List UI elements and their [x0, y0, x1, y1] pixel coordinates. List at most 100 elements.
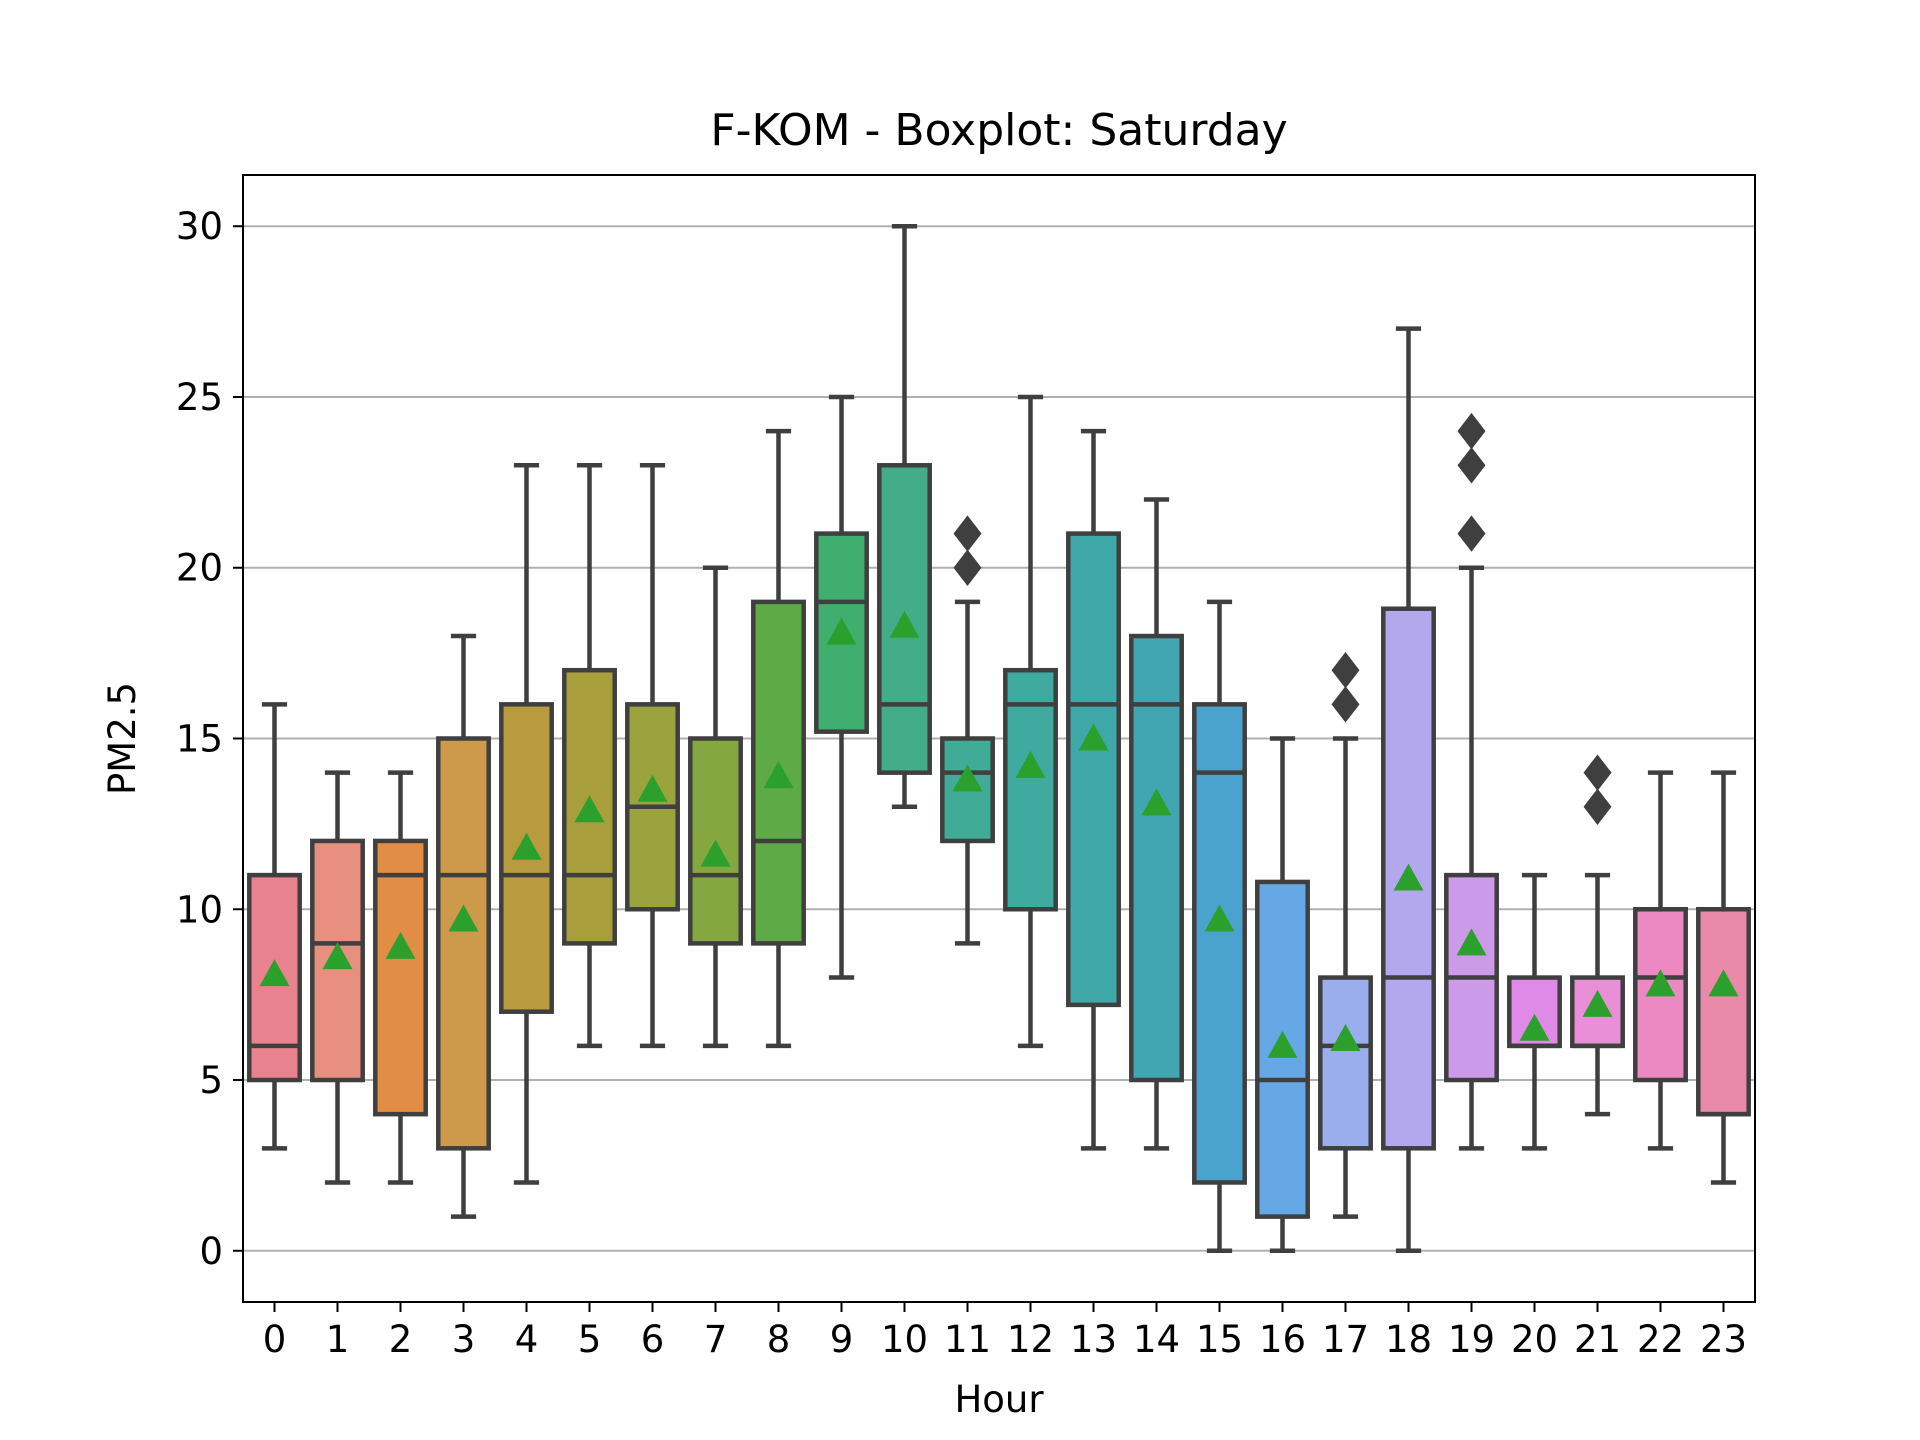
box-group: [247, 702, 302, 1151]
box-group: [1255, 736, 1310, 1254]
box-group: [562, 463, 617, 1049]
box-group: [1066, 428, 1121, 1151]
grid-lines: [243, 225, 1755, 1252]
y-axis-ticks: 0 5 10 15 20 25 30: [176, 205, 243, 1273]
mean-marker: [763, 761, 794, 789]
mean-marker: [1708, 969, 1739, 997]
x-tick-label: 21: [1574, 1318, 1621, 1361]
box-group: [1444, 412, 1499, 1151]
outlier-point: [1331, 686, 1360, 723]
outlier-point: [1457, 515, 1486, 552]
x-tick-label: 11: [944, 1318, 991, 1361]
box-group: [373, 770, 428, 1185]
x-tick-label: 16: [1259, 1318, 1306, 1361]
mean-marker: [1204, 904, 1235, 932]
mean-marker: [1582, 989, 1613, 1017]
box-iqr: [1318, 975, 1373, 1151]
box-iqr: [940, 736, 995, 844]
x-tick-label: 2: [389, 1318, 413, 1361]
mean-marker: [826, 617, 857, 645]
mean-marker: [574, 795, 605, 823]
box-group: [751, 428, 806, 1049]
x-tick-label: 18: [1385, 1318, 1432, 1361]
x-tick-label: 7: [704, 1318, 728, 1361]
x-tick-label: 3: [452, 1318, 476, 1361]
mean-marker: [511, 832, 542, 860]
box-iqr: [1696, 907, 1751, 1117]
mean-marker: [1267, 1030, 1298, 1058]
outlier-point: [1583, 788, 1612, 826]
mean-marker: [700, 839, 731, 867]
x-tick-label: 4: [515, 1318, 539, 1361]
x-tick-label: 1: [326, 1318, 350, 1361]
x-tick-label: 17: [1322, 1318, 1369, 1361]
x-tick-label: 5: [578, 1318, 602, 1361]
outlier-point: [1331, 651, 1360, 689]
mean-marker: [952, 764, 983, 792]
mean-marker: [259, 959, 290, 987]
mean-marker: [1330, 1024, 1361, 1052]
mean-marker: [1141, 788, 1172, 816]
box-group: [1633, 770, 1688, 1151]
box-group: [625, 463, 680, 1049]
box-group: [1003, 394, 1058, 1049]
y-tick-label: 25: [176, 376, 223, 419]
y-tick-label: 10: [176, 888, 223, 931]
mean-marker: [1078, 723, 1109, 751]
box-group: [1381, 326, 1436, 1254]
box-iqr: [1192, 702, 1247, 1185]
mean-marker: [1015, 750, 1046, 778]
box-group: [1192, 599, 1247, 1254]
box-iqr: [1633, 907, 1688, 1083]
outlier-point: [1457, 447, 1486, 484]
box-group: [940, 515, 995, 946]
x-tick-label: 12: [1007, 1318, 1054, 1361]
outlier-point: [1583, 754, 1612, 791]
x-tick-label: 10: [881, 1318, 928, 1361]
x-tick-label: 6: [641, 1318, 665, 1361]
outlier-point: [1457, 412, 1486, 450]
box-group: [1129, 497, 1184, 1151]
y-axis-label: PM2.5: [101, 682, 144, 795]
y-tick-label: 15: [176, 718, 223, 761]
x-tick-label: 0: [263, 1318, 287, 1361]
mean-marker: [322, 942, 353, 970]
x-tick-label: 8: [767, 1318, 791, 1361]
box-iqr: [1066, 531, 1121, 1008]
y-tick-label: 5: [199, 1059, 223, 1102]
box-group: [877, 223, 932, 810]
box-iqr: [814, 531, 869, 734]
x-tick-label: 14: [1133, 1318, 1180, 1361]
mean-marker: [1393, 863, 1424, 891]
box-group: [1570, 754, 1625, 1117]
x-tick-label: 22: [1637, 1318, 1684, 1361]
y-tick-label: 30: [176, 205, 223, 248]
box-iqr: [373, 838, 428, 1117]
mean-marker: [1645, 969, 1676, 997]
box-group: [814, 394, 869, 980]
mean-marker: [448, 904, 479, 932]
outlier-point: [953, 549, 982, 586]
box-group: [436, 633, 491, 1219]
box-series: [247, 223, 1751, 1254]
x-axis-label: Hour: [954, 1378, 1044, 1421]
x-tick-label: 19: [1448, 1318, 1495, 1361]
chart-title: F-KOM - Boxplot: Saturday: [710, 105, 1287, 156]
mean-marker: [1519, 1013, 1550, 1041]
x-tick-label: 13: [1070, 1318, 1117, 1361]
box-group: [1318, 651, 1373, 1219]
mean-marker: [637, 774, 668, 802]
box-group: [310, 770, 365, 1185]
x-tick-label: 9: [830, 1318, 854, 1361]
box-iqr: [1129, 633, 1184, 1083]
box-group: [1507, 872, 1562, 1151]
box-iqr: [1003, 667, 1058, 912]
y-tick-label: 20: [176, 547, 223, 590]
box-group: [688, 565, 743, 1049]
outlier-point: [953, 515, 982, 552]
y-tick-label: 0: [199, 1230, 223, 1273]
mean-marker: [1456, 928, 1487, 956]
x-tick-label: 23: [1700, 1318, 1747, 1361]
